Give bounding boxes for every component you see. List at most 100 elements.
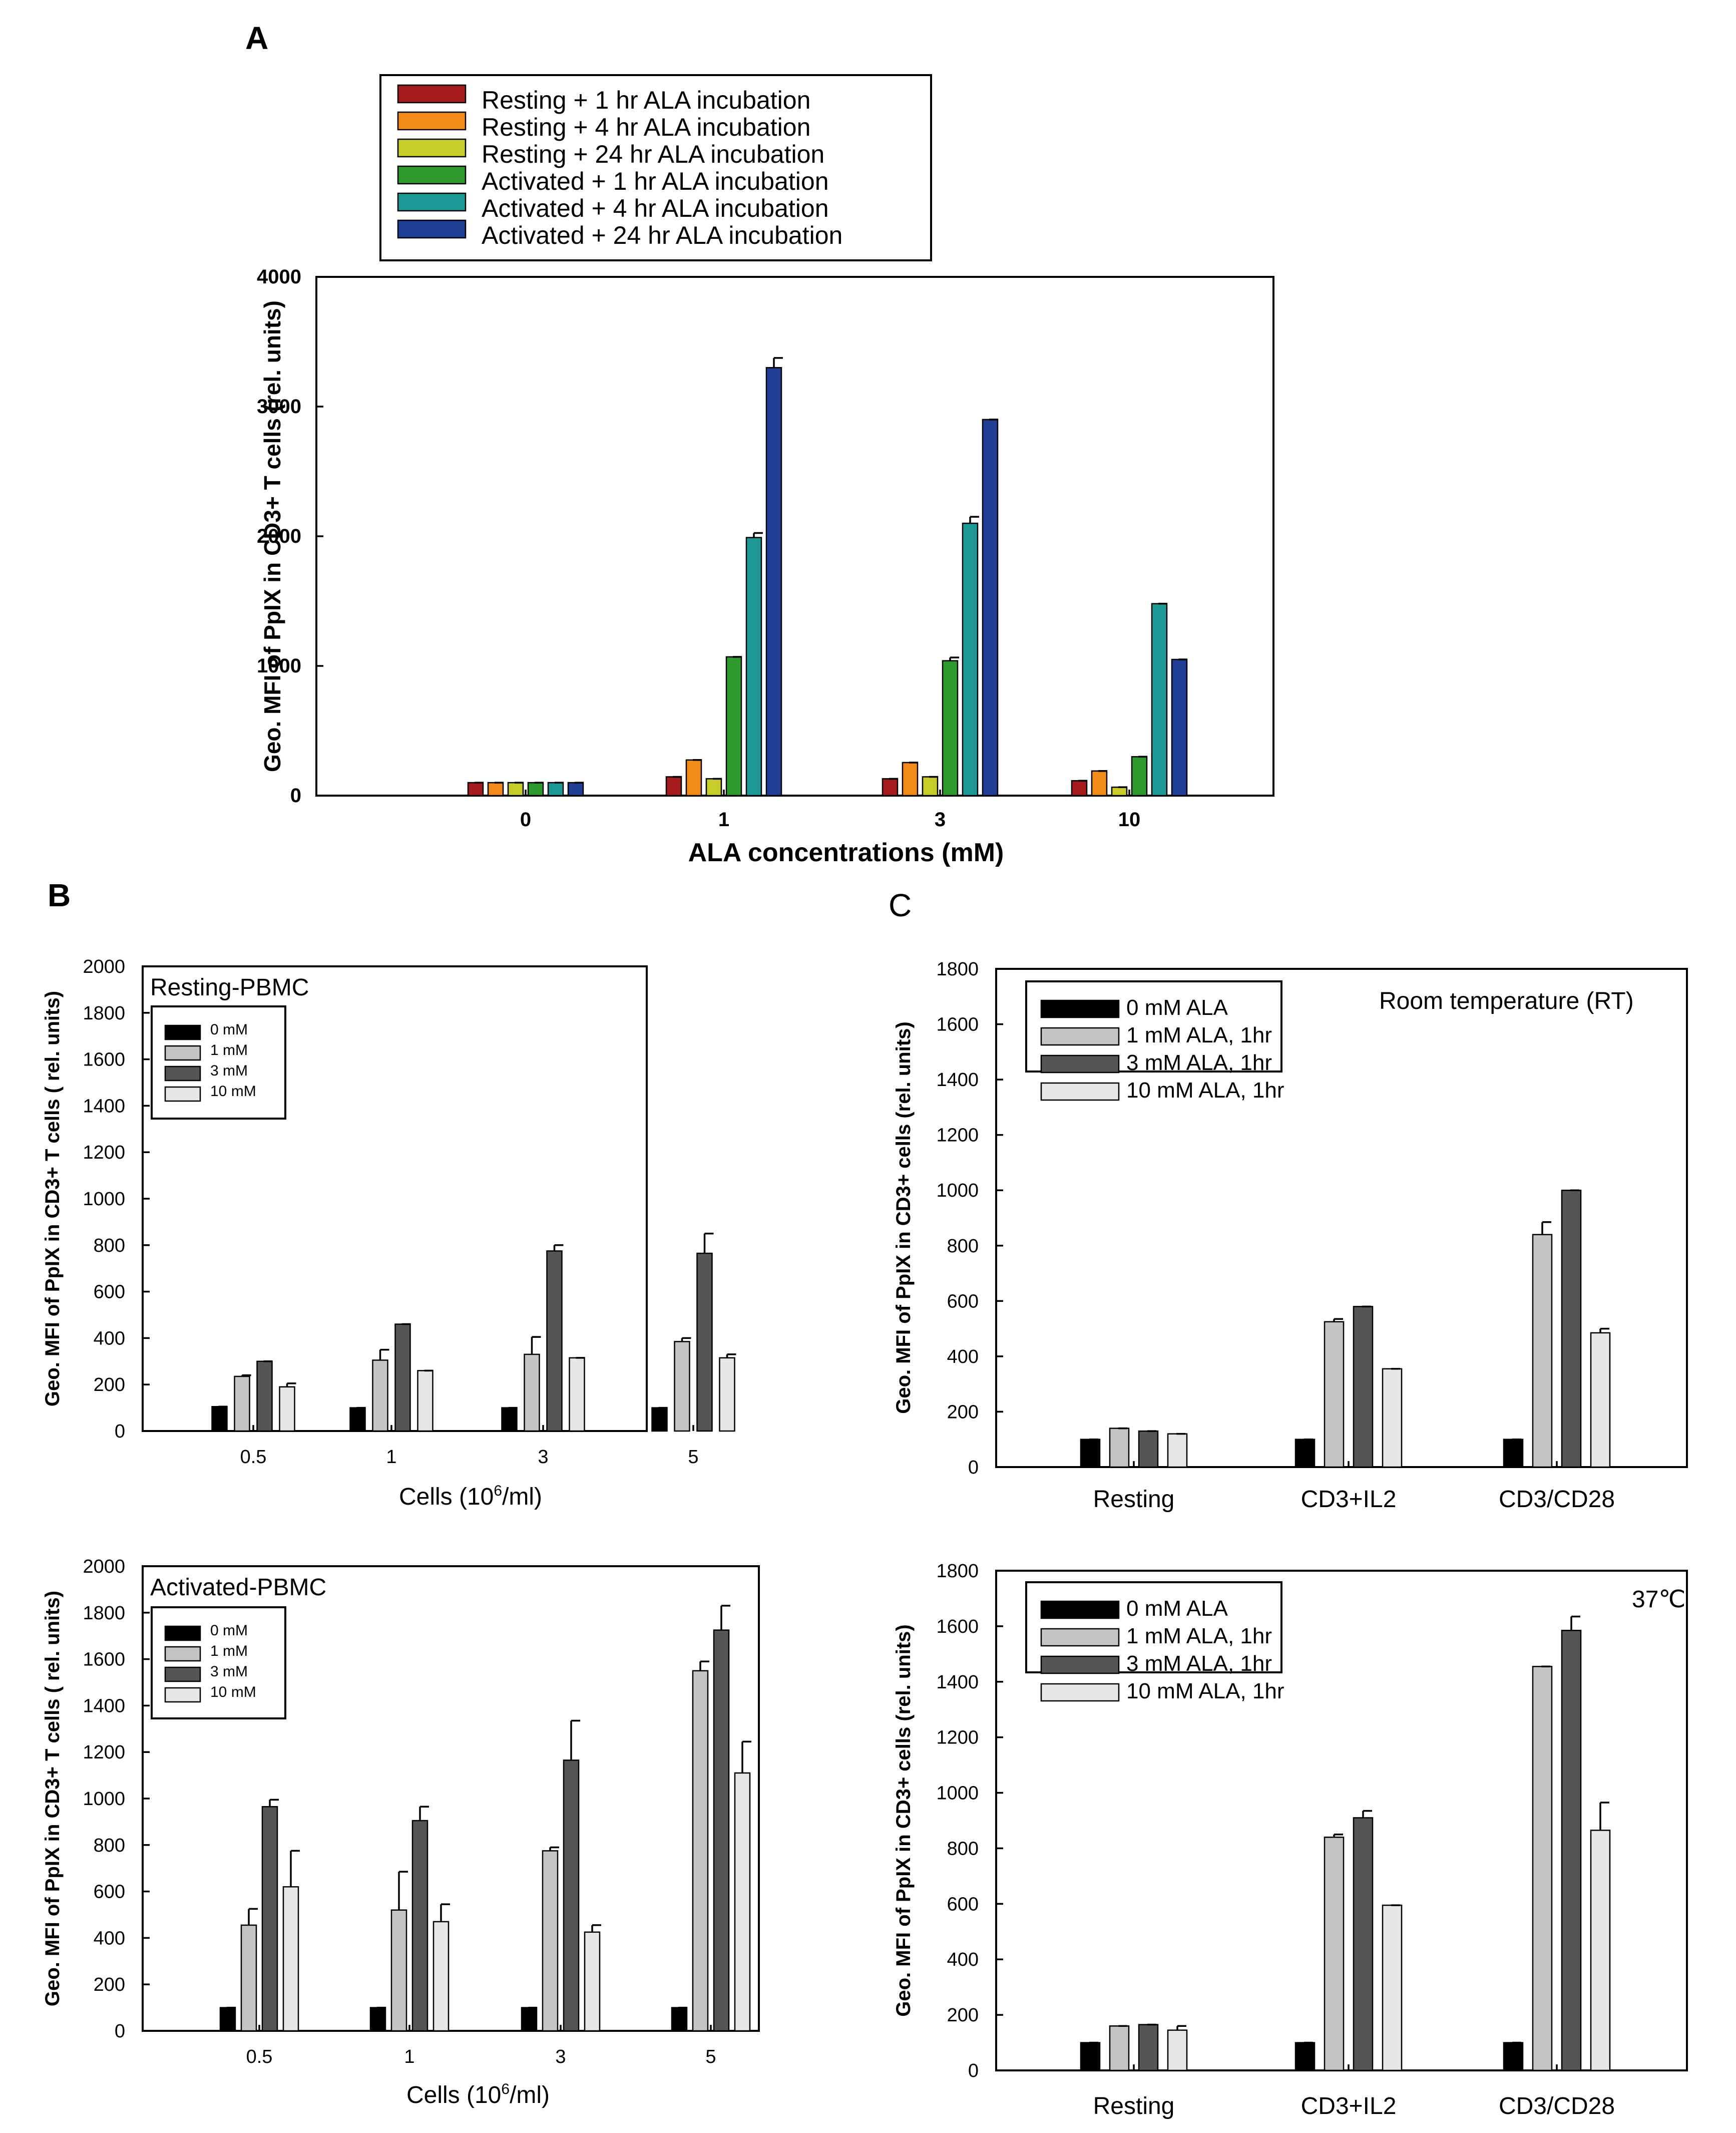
- panel-c-top-bar-10-mm-ala-1hr-resting: [1167, 1433, 1188, 1468]
- panel-c-bottom-xtick-label: Resting: [1093, 2093, 1175, 2119]
- panel-b-top-x-axis-title: Cells (106/ml): [399, 1483, 542, 1510]
- panel-c-top-ytick-label: 200: [947, 1401, 979, 1423]
- panel-c-top-bar-10-mm-ala-1hr-cd3-il2: [1382, 1368, 1403, 1468]
- panel-c-top-bar-0-mm-ala-cd3-cd28: [1503, 1439, 1524, 1468]
- panel-c-top-bar-3-mm-ala-1hr-cd3-cd28: [1561, 1189, 1582, 1468]
- panel-a-legend-label: Resting + 4 hr ALA incubation: [482, 113, 810, 141]
- panel-b-bottom-x-axis-title-tail: /ml): [510, 2082, 550, 2108]
- panel-b-top-legend-label: 10 mM: [210, 1083, 256, 1100]
- panel-b-top-bar-3-mm-0-5: [256, 1360, 273, 1432]
- panel-a-bar-activated-24-hr-ala-incubation-10: [1171, 658, 1188, 797]
- panel-a-legend-label: Resting + 1 hr ALA incubation: [482, 86, 810, 114]
- panel-b-bottom-bar-3-mm-0-5: [261, 1806, 278, 2032]
- panel-a-legend-swatch-activated-24-hr-ala-incubation: [397, 219, 467, 239]
- panel-b-top-xtick-label: 0.5: [240, 1447, 267, 1468]
- chart-panel-a: 0 1000 2000 3000 4000 Geo. MFI of PpIX in CD3…: [257, 74, 1274, 867]
- panel-a-legend-label: Resting + 24 hr ALA incubation: [482, 140, 824, 168]
- panel-a-bar-resting-4-hr-ala-incubation-0: [487, 782, 504, 797]
- panel-c-top-legend-label: 0 mM ALA: [1126, 995, 1228, 1020]
- panel-c-top-bar-0-mm-ala-resting: [1080, 1439, 1101, 1468]
- panel-b-bottom-legend-label: 1 mM: [210, 1643, 248, 1659]
- panel-a-bar-activated-24-hr-ala-incubation-3: [982, 419, 999, 797]
- panel-c-bottom-y-axis-title: Geo. MFI of PpIX in CD3+ cells (rel. uni…: [893, 1624, 915, 2016]
- panel-b-top-bar-0-mm-0-5: [211, 1406, 228, 1432]
- panel-a-bar-resting-24-hr-ala-incubation-10: [1111, 786, 1128, 797]
- panel-a-legend-swatch-activated-1-hr-ala-incubation: [397, 165, 467, 185]
- panel-c-bottom-bar-3-mm-ala-1hr-cd3-il2: [1353, 1817, 1374, 2071]
- panel-b-top-bar-3-mm-3: [546, 1250, 563, 1432]
- panel-a-x-axis-title: ALA concentrations (mM): [688, 838, 1004, 867]
- panel-b-top-ytick-label: 400: [94, 1328, 125, 1349]
- panel-c-bottom-bar-0-mm-ala-cd3-cd28: [1503, 2042, 1524, 2071]
- panel-b-top-bar-0-mm-1: [349, 1407, 366, 1432]
- panel-a-bar-resting-1-hr-ala-incubation-1: [665, 776, 682, 797]
- panel-b-bottom-bar-1-mm-1: [390, 1909, 407, 2032]
- panel-a-bar-activated-4-hr-ala-incubation-3: [962, 522, 979, 797]
- panel-b-bottom-bar-3-mm-1: [411, 1820, 428, 2032]
- panel-c-bottom-ytick-label: 1800: [936, 1561, 979, 1582]
- panel-a-xtick-label: 1: [718, 809, 729, 831]
- panel-c-top-legend-swatch-10-mm-ala-1hr: [1040, 1082, 1120, 1101]
- panel-a-ytick-label: 4000: [257, 266, 301, 288]
- panel-c-bottom-ytick-label: 200: [947, 2005, 979, 2026]
- panel-a-legend-swatch-resting-24-hr-ala-incubation: [397, 138, 467, 158]
- panel-b-bottom-bar-1-mm-3: [542, 1850, 559, 2032]
- panel-b-bottom-ytick-label: 1000: [83, 1789, 125, 1810]
- panel-c-top-ytick-label: 600: [947, 1291, 979, 1312]
- panel-a-legend-swatch-activated-4-hr-ala-incubation: [397, 192, 467, 212]
- panel-b-top-bar-3-mm-5: [696, 1252, 713, 1432]
- panel-c-bottom-ytick-label: 800: [947, 1838, 979, 1859]
- panel-b-top-bar-1-mm-0-5: [234, 1375, 250, 1432]
- panel-b-top-x-axis-title-sup: 6: [494, 1483, 502, 1499]
- panel-b-bottom-bar-0-mm-3: [521, 2007, 538, 2032]
- panel-a-legend-label: Activated + 24 hr ALA incubation: [482, 221, 842, 249]
- panel-b-top-x-axis-title-tail: /ml): [502, 1484, 542, 1510]
- panel-b-top-legend-label: 0 mM: [210, 1021, 248, 1038]
- panel-b-bottom-x-axis-title-main: Cells (10: [406, 2082, 501, 2108]
- panel-c-bottom-title: 37℃: [1632, 1586, 1685, 1613]
- panel-b-top-bar-0-mm-3: [501, 1407, 518, 1432]
- panel-c-bottom-legend-label: 10 mM ALA, 1hr: [1126, 1679, 1284, 1703]
- panel-c-top-legend-label: 3 mM ALA, 1hr: [1126, 1050, 1272, 1075]
- chart-panel-c-room-temperature: 0 200 400 600 800 1000 1200 1400 1600 1800 Geo. MF…: [893, 959, 1688, 1513]
- panel-b-top-ytick-label: 200: [94, 1374, 125, 1395]
- panel-a-legend-label: Activated + 4 hr ALA incubation: [482, 194, 829, 222]
- panel-c-top-ytick-label: 1200: [936, 1125, 979, 1146]
- panel-c-bottom-legend-swatch-0-mm-ala: [1040, 1600, 1120, 1619]
- panel-b-top-bar-10-mm-5: [719, 1357, 735, 1432]
- panel-b-top-xtick-label: 3: [538, 1447, 548, 1468]
- chart-panel-b-resting: 0 200 400 600 800 1000 1200 1400 1600 1800 2000 Geo…: [42, 956, 736, 1510]
- panel-b-bottom-y-axis-title: Geo. MFI of PpIX in CD3+ T cells ( rel. …: [42, 1591, 64, 2006]
- panel-b-top-bar-10-mm-3: [569, 1357, 585, 1432]
- panel-a-bar-activated-4-hr-ala-incubation-0: [547, 782, 564, 797]
- panel-b-top-ytick-label: 800: [94, 1235, 125, 1256]
- panel-a-ytick-label: 2000: [257, 525, 301, 547]
- panel-b-bottom-ytick-label: 600: [94, 1882, 125, 1903]
- panel-c-top-ytick-label: 400: [947, 1346, 979, 1367]
- panel-c-bottom-legend-label: 0 mM ALA: [1126, 1596, 1228, 1621]
- panel-a-bar-activated-1-hr-ala-incubation-10: [1131, 756, 1148, 797]
- panel-a-ytick-label: 0: [290, 785, 301, 807]
- panel-b-bottom-bar-10-mm-5: [734, 1772, 751, 2032]
- panel-a-bar-resting-4-hr-ala-incubation-10: [1091, 770, 1108, 797]
- panel-b-bottom-legend-label: 10 mM: [210, 1684, 256, 1700]
- panel-b-top-ytick-label: 1600: [83, 1049, 125, 1071]
- panel-a-plot-frame: [315, 276, 1274, 797]
- panel-b-top-bar-10-mm-0-5: [279, 1386, 295, 1432]
- panel-c-top-bar-3-mm-ala-1hr-resting: [1138, 1430, 1159, 1468]
- panel-c-top-title: Room temperature (RT): [1379, 988, 1634, 1014]
- panel-b-top-ytick-label: 1800: [83, 1003, 125, 1024]
- panel-a-xtick-label: 3: [935, 809, 946, 831]
- panel-b-top-ytick-label: 2000: [83, 956, 125, 977]
- panel-c-bottom-legend-label: 3 mM ALA, 1hr: [1126, 1651, 1272, 1676]
- panel-c-top-legend-swatch-1-mm-ala-1hr: [1040, 1027, 1120, 1046]
- panel-a-bar-activated-1-hr-ala-incubation-3: [942, 660, 959, 797]
- panel-c-bottom-bar-0-mm-ala-cd3-il2: [1294, 2042, 1316, 2071]
- panel-b-top-ytick-label: 600: [94, 1282, 125, 1303]
- panel-c-bottom-bar-10-mm-ala-1hr-resting: [1167, 2029, 1188, 2071]
- panel-b-bottom-ytick-label: 1200: [83, 1742, 125, 1763]
- panel-b-bottom-legend-box: [151, 1606, 286, 1719]
- panel-c-bottom-xtick-label: CD3/CD28: [1499, 2093, 1615, 2119]
- panel-a-y-axis-title: Geo. MFI of PpIX in CD3+ T cells (rel. u…: [259, 300, 285, 772]
- panel-c-bottom-ytick-label: 0: [968, 2060, 979, 2081]
